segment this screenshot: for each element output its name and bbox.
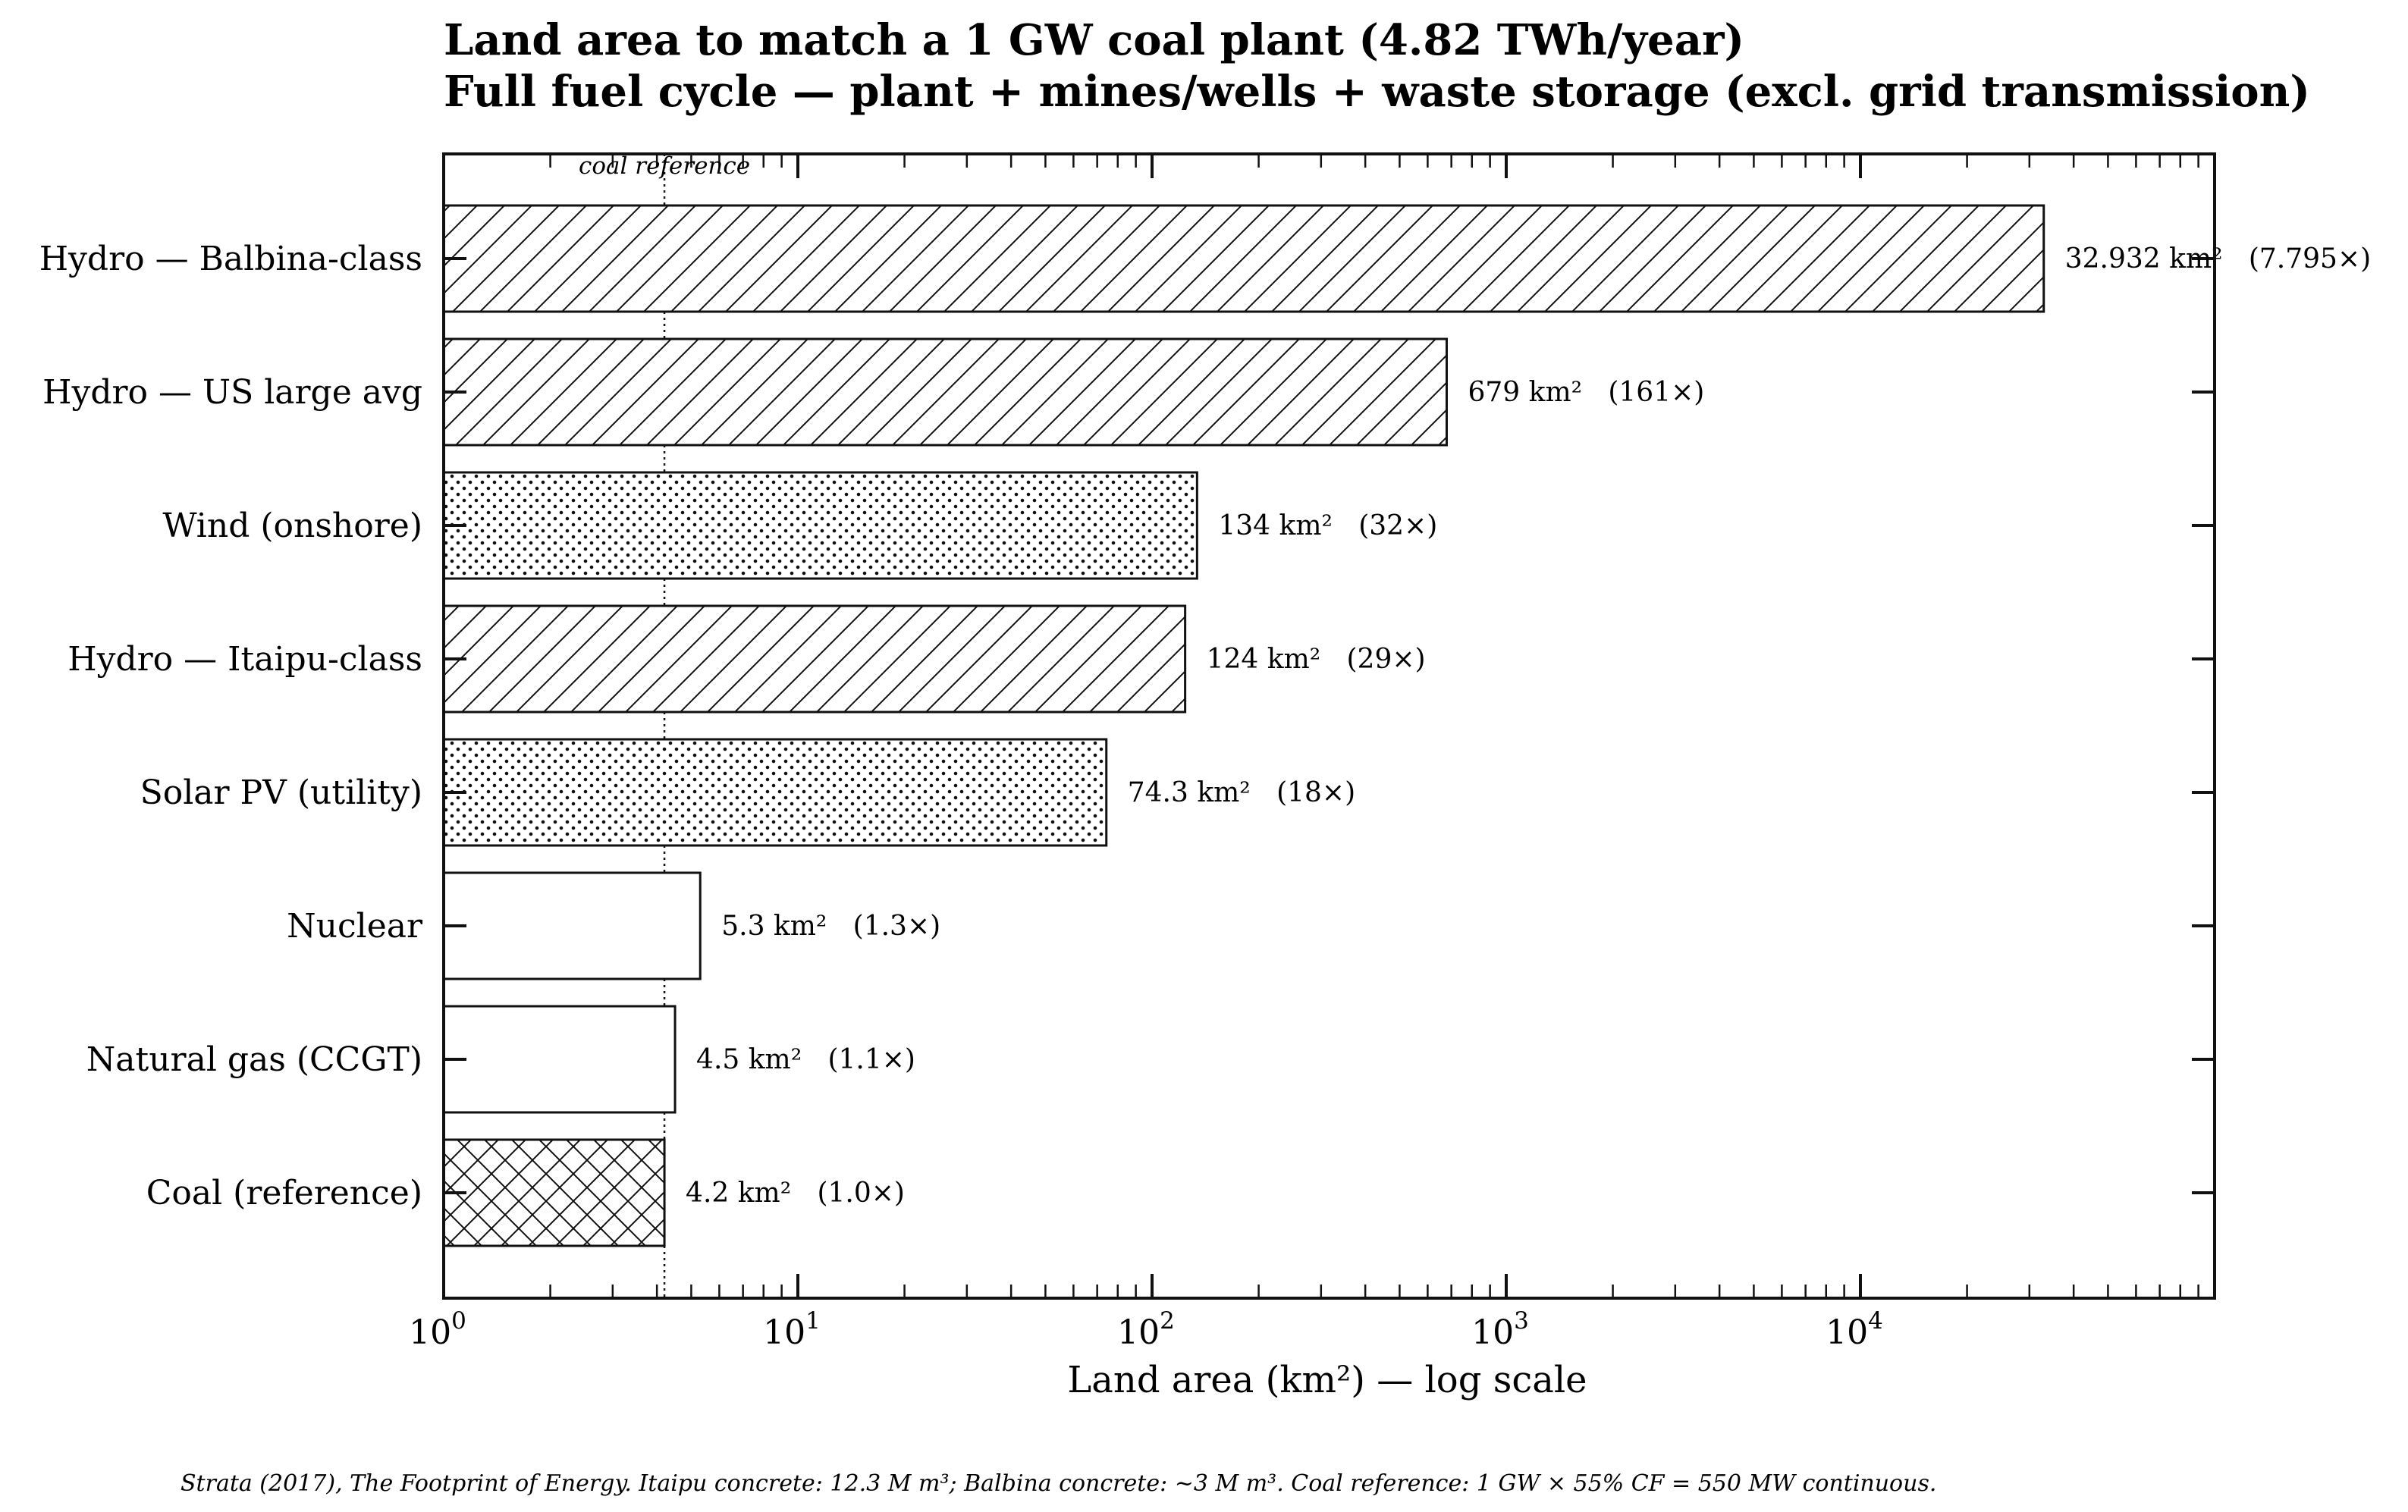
bar: [442, 1138, 666, 1247]
bar: [442, 204, 2045, 313]
bar: [442, 871, 702, 980]
category-label: Nuclear: [287, 907, 423, 946]
plot-frame: [442, 152, 2216, 1300]
x-tick-label: 100: [409, 1307, 466, 1352]
x-axis-label: Land area (km²) — log scale: [1067, 1359, 1587, 1401]
coal-reference-label: coal reference: [579, 152, 750, 180]
x-axis-ticks: [442, 154, 2199, 1298]
category-label: Coal (reference): [146, 1174, 422, 1212]
bar: [442, 738, 1108, 847]
value-label: 32.932 km² (7.795×): [2065, 243, 2371, 274]
bar: [442, 337, 1448, 447]
bar: [442, 1005, 677, 1114]
value-label: 74.3 km² (18×): [1128, 777, 1355, 808]
x-tick-label: 102: [1117, 1307, 1175, 1352]
value-label: 679 km² (161×): [1468, 377, 1704, 408]
x-tick-labels: 100 101 102 103 104: [409, 1307, 1883, 1352]
value-label: 4.2 km² (1.0×): [686, 1178, 905, 1209]
x-tick-label: 103: [1471, 1307, 1529, 1352]
category-label: Hydro — US large avg: [42, 373, 422, 412]
category-label: Wind (onshore): [162, 507, 422, 545]
bar: [442, 604, 1187, 714]
coal-reference-marker: coal reference: [579, 152, 750, 1298]
category-label: Natural gas (CCGT): [86, 1040, 422, 1079]
bars: Hydro — Balbina-class 32.932 km² (7.795×)…: [39, 204, 2371, 1247]
category-label: Hydro — Balbina-class: [39, 240, 422, 278]
value-label: 124 km² (29×): [1207, 644, 1426, 675]
x-tick-label: 104: [1826, 1307, 1883, 1352]
x-tick-label: 101: [763, 1307, 821, 1352]
chart-title-line2: Full fuel cycle — plant + mines/wells + …: [444, 67, 2310, 117]
chart-title-line1: Land area to match a 1 GW coal plant (4.…: [444, 15, 1744, 65]
category-label: Solar PV (utility): [140, 773, 422, 812]
value-label: 4.5 km² (1.1×): [696, 1044, 915, 1075]
category-label: Hydro — Itaipu-class: [67, 640, 422, 679]
value-label: 134 km² (32×): [1218, 510, 1437, 541]
bar: [442, 471, 1198, 580]
value-label: 5.3 km² (1.3×): [721, 911, 940, 942]
footnote: Strata (2017), The Footprint of Energy. …: [181, 1470, 1936, 1497]
